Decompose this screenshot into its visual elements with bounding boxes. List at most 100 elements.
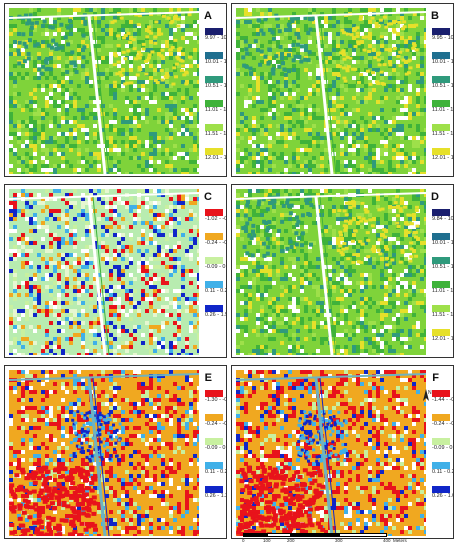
- scale-segment: [291, 533, 339, 537]
- legend-item: 11.51 - 12.00: [205, 124, 226, 148]
- legend-label: 10.51 - 11.00: [432, 83, 454, 89]
- legend-swatch: [432, 462, 450, 469]
- legend-label: 12.01 - 13.53: [432, 336, 454, 342]
- legend-e: -1.30 - -0.25 -0.24 - -0.10 -0.09 - 0.10 0.…: [205, 390, 227, 510]
- legend-label: 9.97 - 10.00: [205, 35, 227, 41]
- legend-item: 12.01 - 13.05: [432, 148, 453, 172]
- panel-b: B 9.95 - 10.00 10.01 - 10.50 10.51 - 11.00…: [231, 3, 454, 177]
- legend-swatch: [205, 28, 223, 35]
- legend-item: 9.95 - 10.00: [432, 28, 454, 52]
- road-vertical: [314, 377, 334, 536]
- road-vertical: [314, 196, 334, 355]
- legend-swatch: [432, 438, 450, 445]
- legend-item: -0.09 - 0.10: [205, 257, 227, 281]
- legend-label: -0.09 - 0.10: [205, 264, 227, 270]
- legend-swatch: [205, 462, 223, 469]
- legend-item: -0.24 - -0.10: [432, 414, 454, 438]
- legend-swatch: [205, 257, 223, 264]
- legend-label: 10.01 - 10.50: [205, 59, 227, 65]
- legend-label: 9.95 - 10.00: [432, 35, 454, 41]
- legend-f: -1.44 - -0.25 -0.24 - -0.10 -0.09 - 0.10 0.…: [432, 390, 454, 510]
- legend-label: 11.01 - 11.50: [205, 107, 226, 113]
- road-vertical: [314, 15, 334, 174]
- road-edge: [92, 196, 110, 355]
- legend-label: 10.01 - 10.50: [432, 59, 454, 65]
- scale-tick: 200: [287, 538, 295, 543]
- legend-label: 0.26 - 1.01: [432, 493, 453, 499]
- road-vertical: [87, 377, 107, 536]
- legend-swatch: [205, 281, 223, 288]
- legend-label: -0.24 - -0.10: [205, 421, 227, 427]
- legend-swatch: [205, 76, 223, 83]
- legend-item: -1.02 - -0.25: [205, 209, 226, 233]
- panel-letter: F: [432, 372, 439, 384]
- legend-item: 10.51 - 11.00: [205, 76, 226, 100]
- road-vertical: [87, 15, 107, 174]
- panel-e: E -1.30 - -0.25 -0.24 - -0.10 -0.09 - 0.10…: [4, 365, 227, 539]
- road-horizontal: [9, 192, 199, 200]
- legend-swatch: [432, 124, 450, 131]
- panel-letter: B: [431, 10, 439, 22]
- legend-label: 11.01 - 11.50: [432, 107, 453, 113]
- panel-a: A 9.97 - 10.00 10.01 - 10.50 10.51 - 11.00…: [4, 3, 227, 177]
- legend-item: 0.11 - 0.25: [205, 281, 226, 305]
- legend-item: -1.44 - -0.25: [432, 390, 454, 414]
- legend-item: 9.84 - 10.00: [432, 209, 454, 233]
- road-edge: [92, 377, 110, 536]
- road-edge: [319, 196, 337, 355]
- legend-label: -1.30 - -0.25: [205, 397, 227, 403]
- legend-item: -0.24 - -0.10: [205, 233, 227, 257]
- legend-swatch: [432, 76, 450, 83]
- road-edge: [319, 15, 337, 174]
- north-label: N: [428, 390, 432, 396]
- legend-swatch: [432, 305, 450, 312]
- panel-letter: C: [204, 191, 212, 203]
- legend-item: 10.51 - 11.00: [432, 76, 454, 100]
- road-horizontal: [9, 11, 199, 19]
- scale-tick: 400: [383, 538, 391, 543]
- legend-item: 11.51 - 12.00: [432, 124, 454, 148]
- legend-item: 0.11 - 0.25: [432, 462, 453, 486]
- legend-swatch: [205, 209, 223, 216]
- legend-label: -0.24 - -0.10: [205, 240, 227, 246]
- legend-label: -1.44 - -0.25: [432, 397, 454, 403]
- legend-item: 10.01 - 10.50: [205, 52, 227, 76]
- panel-letter: E: [204, 372, 212, 384]
- legend-item: 0.26 - 1.23: [205, 486, 226, 510]
- legend-swatch: [432, 486, 450, 493]
- legend-swatch: [205, 52, 223, 59]
- legend-label: -0.24 - -0.10: [432, 421, 454, 427]
- legend-swatch: [432, 52, 450, 59]
- legend-swatch: [432, 148, 450, 155]
- legend-label: 9.84 - 10.00: [432, 216, 454, 222]
- legend-item: 12.01 - 13.53: [432, 329, 454, 353]
- legend-swatch: [432, 390, 450, 397]
- road-vertical: [87, 196, 107, 355]
- scale-tick: 100: [263, 538, 271, 543]
- legend-label: 11.51 - 12.00: [432, 312, 454, 318]
- legend-item: 0.11 - 0.25: [205, 462, 226, 486]
- legend-swatch: [432, 233, 450, 240]
- legend-swatch: [205, 124, 223, 131]
- legend-swatch: [205, 486, 223, 493]
- legend-swatch: [205, 100, 223, 107]
- legend-swatch: [432, 100, 450, 107]
- legend-b: 9.95 - 10.00 10.01 - 10.50 10.51 - 11.00 11…: [432, 28, 454, 172]
- map-f: [236, 370, 426, 536]
- road-edge: [319, 377, 337, 536]
- map-a: [9, 8, 199, 174]
- panel-letter: A: [204, 10, 212, 22]
- scale-segment: [243, 533, 267, 537]
- scale-segment: [267, 533, 291, 537]
- panel-letter: D: [431, 191, 439, 203]
- legend-item: 10.01 - 10.50: [432, 52, 454, 76]
- legend-swatch: [432, 414, 450, 421]
- legend-a: 9.97 - 10.00 10.01 - 10.50 10.51 - 11.00 11…: [205, 28, 227, 172]
- legend-item: 11.01 - 11.50: [205, 100, 226, 124]
- panel-c: C -1.02 - -0.25 -0.24 - -0.10 -0.09 - 0.10…: [4, 184, 227, 358]
- legend-item: 10.01 - 10.50: [432, 233, 453, 257]
- legend-swatch: [205, 148, 223, 155]
- legend-item: -0.24 - -0.10: [205, 414, 227, 438]
- legend-label: 11.51 - 12.00: [432, 131, 454, 137]
- legend-item: -0.09 - 0.10: [205, 438, 226, 462]
